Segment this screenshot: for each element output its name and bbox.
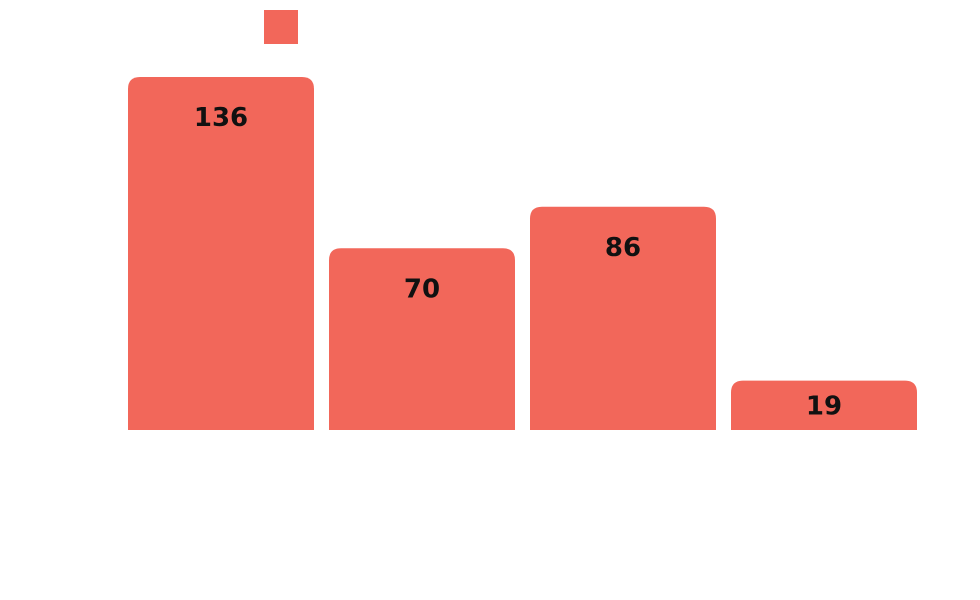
bar-value-label-3: 86 [605, 233, 641, 263]
bar-3 [530, 206, 716, 430]
bar-value-label-1: 136 [194, 103, 248, 133]
bar-1 [128, 77, 314, 430]
bars-layer [128, 77, 917, 430]
labels-layer: 136 70 86 19 [194, 103, 842, 422]
bar-value-label-2: 70 [404, 274, 440, 304]
bar-4 [731, 380, 917, 430]
bar-2 [329, 248, 515, 430]
bar-value-label-4: 19 [806, 392, 842, 422]
legend-swatch [264, 10, 298, 44]
